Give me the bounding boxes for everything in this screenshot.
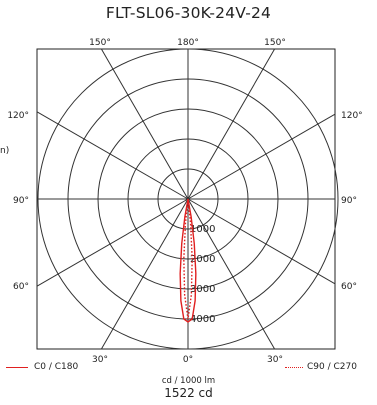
radial-labels: 1000 2000 3000 4000	[190, 224, 215, 325]
legend-swatch-solid	[6, 366, 28, 368]
angle-label: 30°	[92, 355, 108, 365]
grid-spoke	[36, 111, 189, 200]
curve-c0-c180	[179, 198, 197, 323]
radial-tick-label: 3000	[190, 284, 215, 295]
legend-c0-c180: C0 / C180	[6, 362, 78, 372]
angle-label: 180°	[177, 38, 199, 48]
grid-spoke	[100, 48, 189, 200]
angle-label: 60°	[13, 282, 29, 292]
grid-spoke	[187, 198, 276, 350]
legend-c90-c270: C90 / C270	[285, 362, 357, 372]
legend-swatch-dotted	[285, 366, 303, 368]
curve-c90-c270	[183, 198, 193, 320]
legend-label-c0-c180: C0 / C180	[34, 362, 79, 372]
grid-spoke	[100, 198, 189, 350]
legend-label-c90-c270: C90 / C270	[307, 362, 357, 372]
grid-spoke	[187, 113, 336, 200]
angle-labels: 180° 150° 150° 120° 120° 90° 90° 60° 60° 30° 30° 0°	[7, 38, 362, 365]
axis-label-fragment: n)	[0, 146, 10, 156]
angle-label: 120°	[7, 111, 29, 121]
grid-spoke	[187, 48, 276, 200]
angle-label: 150°	[264, 38, 286, 48]
peak-intensity-label: 1522 cd	[164, 386, 213, 400]
angle-label: 150°	[89, 38, 111, 48]
chart-title: FLT-SL06-30K-24V-24	[105, 4, 272, 22]
angle-label: 30°	[267, 355, 283, 365]
radial-tick-label: 1000	[190, 224, 215, 235]
unit-label: cd / 1000 lm	[161, 376, 216, 386]
grid-spoke	[36, 198, 189, 287]
angle-label: 90°	[341, 196, 357, 206]
angle-label: 60°	[341, 282, 357, 292]
angle-label: 0°	[183, 355, 193, 365]
grid-spoke	[187, 198, 336, 285]
radial-tick-label: 2000	[190, 254, 215, 265]
luminous-curves	[179, 198, 197, 323]
angle-label: 90°	[13, 196, 29, 206]
angle-label: 120°	[341, 111, 363, 121]
grid-spokes	[36, 48, 336, 350]
radial-tick-label: 4000	[190, 314, 215, 325]
